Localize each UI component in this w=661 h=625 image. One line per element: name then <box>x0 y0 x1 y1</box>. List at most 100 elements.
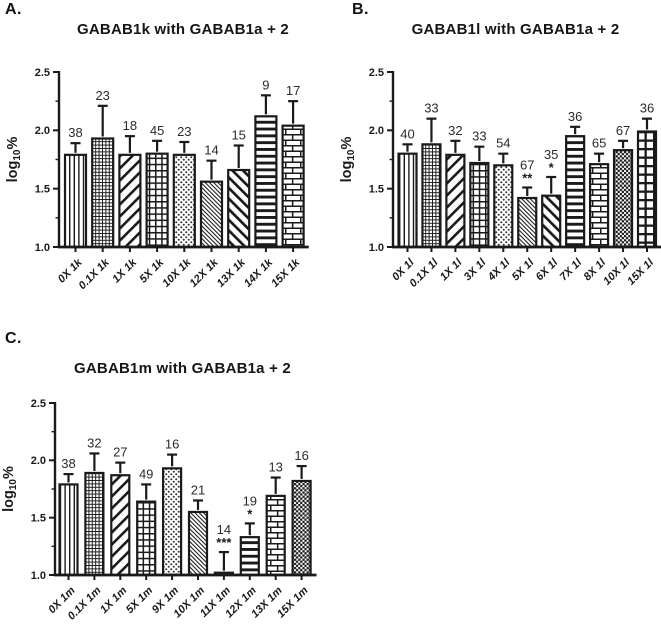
n-label: 14 <box>204 143 218 158</box>
x-tick-label: 1X 1m <box>98 584 130 616</box>
bar-3x-1l <box>469 161 490 249</box>
n-label: 38 <box>68 125 82 140</box>
bar-0-1x-1m <box>84 471 105 577</box>
bar-15x-1l <box>636 130 658 249</box>
bar-4x-1l <box>493 164 514 249</box>
n-label: 67 <box>520 158 534 173</box>
panel-b-letter: B. <box>352 1 369 18</box>
bar-0x-1l <box>397 152 418 249</box>
x-tick-label: 10X 1k <box>160 256 194 290</box>
bar-9x-1m <box>162 467 183 577</box>
n-label: 49 <box>139 466 153 481</box>
panel-a: A. GABAB1k with GABAB1a + 2 1.0 1.5 2.0 2.5… <box>0 0 330 320</box>
significance-label: * <box>549 160 555 175</box>
y-axis-title: log10% <box>5 137 23 183</box>
panel-c-letter: C. <box>5 330 22 347</box>
n-label: 23 <box>95 88 109 103</box>
n-label: 16 <box>294 448 308 463</box>
n-label: 32 <box>448 123 462 138</box>
panel-a-letter: A. <box>5 1 22 18</box>
n-label: 14 <box>217 522 231 537</box>
bar-13x-1m <box>265 494 286 577</box>
bar-10x-1k <box>172 153 196 249</box>
x-tick-label: 0.1X 1k <box>77 256 113 292</box>
y-axis-title: log10% <box>339 137 357 183</box>
y-tick-label: 2.0 <box>35 125 50 137</box>
x-tick-label: 4X 1l <box>485 256 513 284</box>
bar-8x-1l <box>589 163 610 249</box>
n-label: 36 <box>568 109 582 124</box>
x-tick-label: 1X 1l <box>438 256 465 283</box>
x-tick-label: 13X 1k <box>215 256 249 290</box>
x-tick-label: 12X 1k <box>187 256 221 290</box>
bar-10x-1l <box>612 149 634 249</box>
y-tick-label: 1.0 <box>31 570 46 582</box>
bar-10x-1m <box>187 510 209 577</box>
bar-1x-1m <box>110 474 131 577</box>
n-label: 13 <box>268 460 282 475</box>
n-label: 15 <box>231 128 245 143</box>
bar-0x-1k <box>63 153 88 249</box>
n-label: 33 <box>424 101 438 116</box>
significance-label: ** <box>522 171 533 186</box>
panel-c: C. GABAB1m with GABAB1a + 2 1.0 1.5 2.0 2.5… <box>0 320 330 625</box>
x-tick-label: 3X 1l <box>462 256 489 283</box>
y-axis-title: log10% <box>1 466 19 512</box>
bar-0-1x-1l <box>421 143 442 249</box>
y-tick-label: 1.0 <box>369 242 384 254</box>
n-label: 19 <box>243 493 257 508</box>
y-tick-label: 2.0 <box>31 455 46 467</box>
n-label: 40 <box>400 126 414 141</box>
panel-b-title: GABAB1l with GABAB1a + 2 <box>411 21 620 38</box>
x-tick-label: 6X 1l <box>534 256 561 283</box>
y-tick-label: 2.5 <box>35 67 50 79</box>
x-tick-label: 5X 1m <box>124 584 156 616</box>
n-label: 23 <box>177 124 191 139</box>
panel-a-title: GABAB1k with GABAB1a + 2 <box>77 21 289 38</box>
x-tick-label: 1X 1k <box>110 256 139 285</box>
bar-14x-1k <box>254 115 278 249</box>
bar-15x-1m <box>291 479 312 577</box>
n-label: 33 <box>472 129 486 144</box>
n-label: 67 <box>616 123 630 138</box>
bar-5x-1m <box>136 500 157 577</box>
bar-15x-1k <box>281 124 305 249</box>
x-tick-label: 7X 1l <box>558 256 585 283</box>
n-label: 36 <box>640 101 654 116</box>
bar-7x-1l <box>565 135 586 249</box>
y-tick-label: 2.5 <box>369 67 384 79</box>
n-label: 65 <box>592 136 606 151</box>
n-label: 27 <box>113 445 127 460</box>
bar-0-1x-1k <box>91 137 115 249</box>
n-label: 18 <box>123 118 137 133</box>
y-tick-label: 1.0 <box>35 242 50 254</box>
bar-12x-1m <box>239 536 260 577</box>
n-label: 35 <box>544 147 558 162</box>
n-label: 16 <box>165 437 179 452</box>
bar-1x-1k <box>118 153 142 249</box>
x-tick-label: 15X 1k <box>269 256 303 290</box>
bar-1x-1l <box>445 153 466 249</box>
n-label: 45 <box>150 123 164 138</box>
significance-label: * <box>247 506 253 521</box>
panel-c-title: GABAB1m with GABAB1a + 2 <box>74 360 291 377</box>
y-tick-label: 2.0 <box>369 125 384 137</box>
significance-label: *** <box>216 535 232 550</box>
n-label: 32 <box>87 435 101 450</box>
y-tick-label: 1.5 <box>35 183 50 195</box>
bar-6x-1l <box>541 194 562 249</box>
y-tick-label: 1.5 <box>31 512 46 524</box>
bar-12x-1k <box>199 180 224 249</box>
n-label: 21 <box>191 482 205 497</box>
bar-13x-1k <box>227 168 251 249</box>
bar-5x-1l <box>517 196 538 249</box>
x-tick-label: 5X 1l <box>510 256 537 283</box>
n-label: 54 <box>496 136 510 151</box>
panel-b: B. GABAB1l with GABAB1a + 2 1.0 1.5 2.0 2.5… <box>330 0 661 320</box>
bar-5x-1k <box>145 152 169 249</box>
bar-0x-1m <box>58 483 79 577</box>
n-label: 9 <box>262 77 269 92</box>
x-tick-label: 15X 1l <box>625 256 657 288</box>
